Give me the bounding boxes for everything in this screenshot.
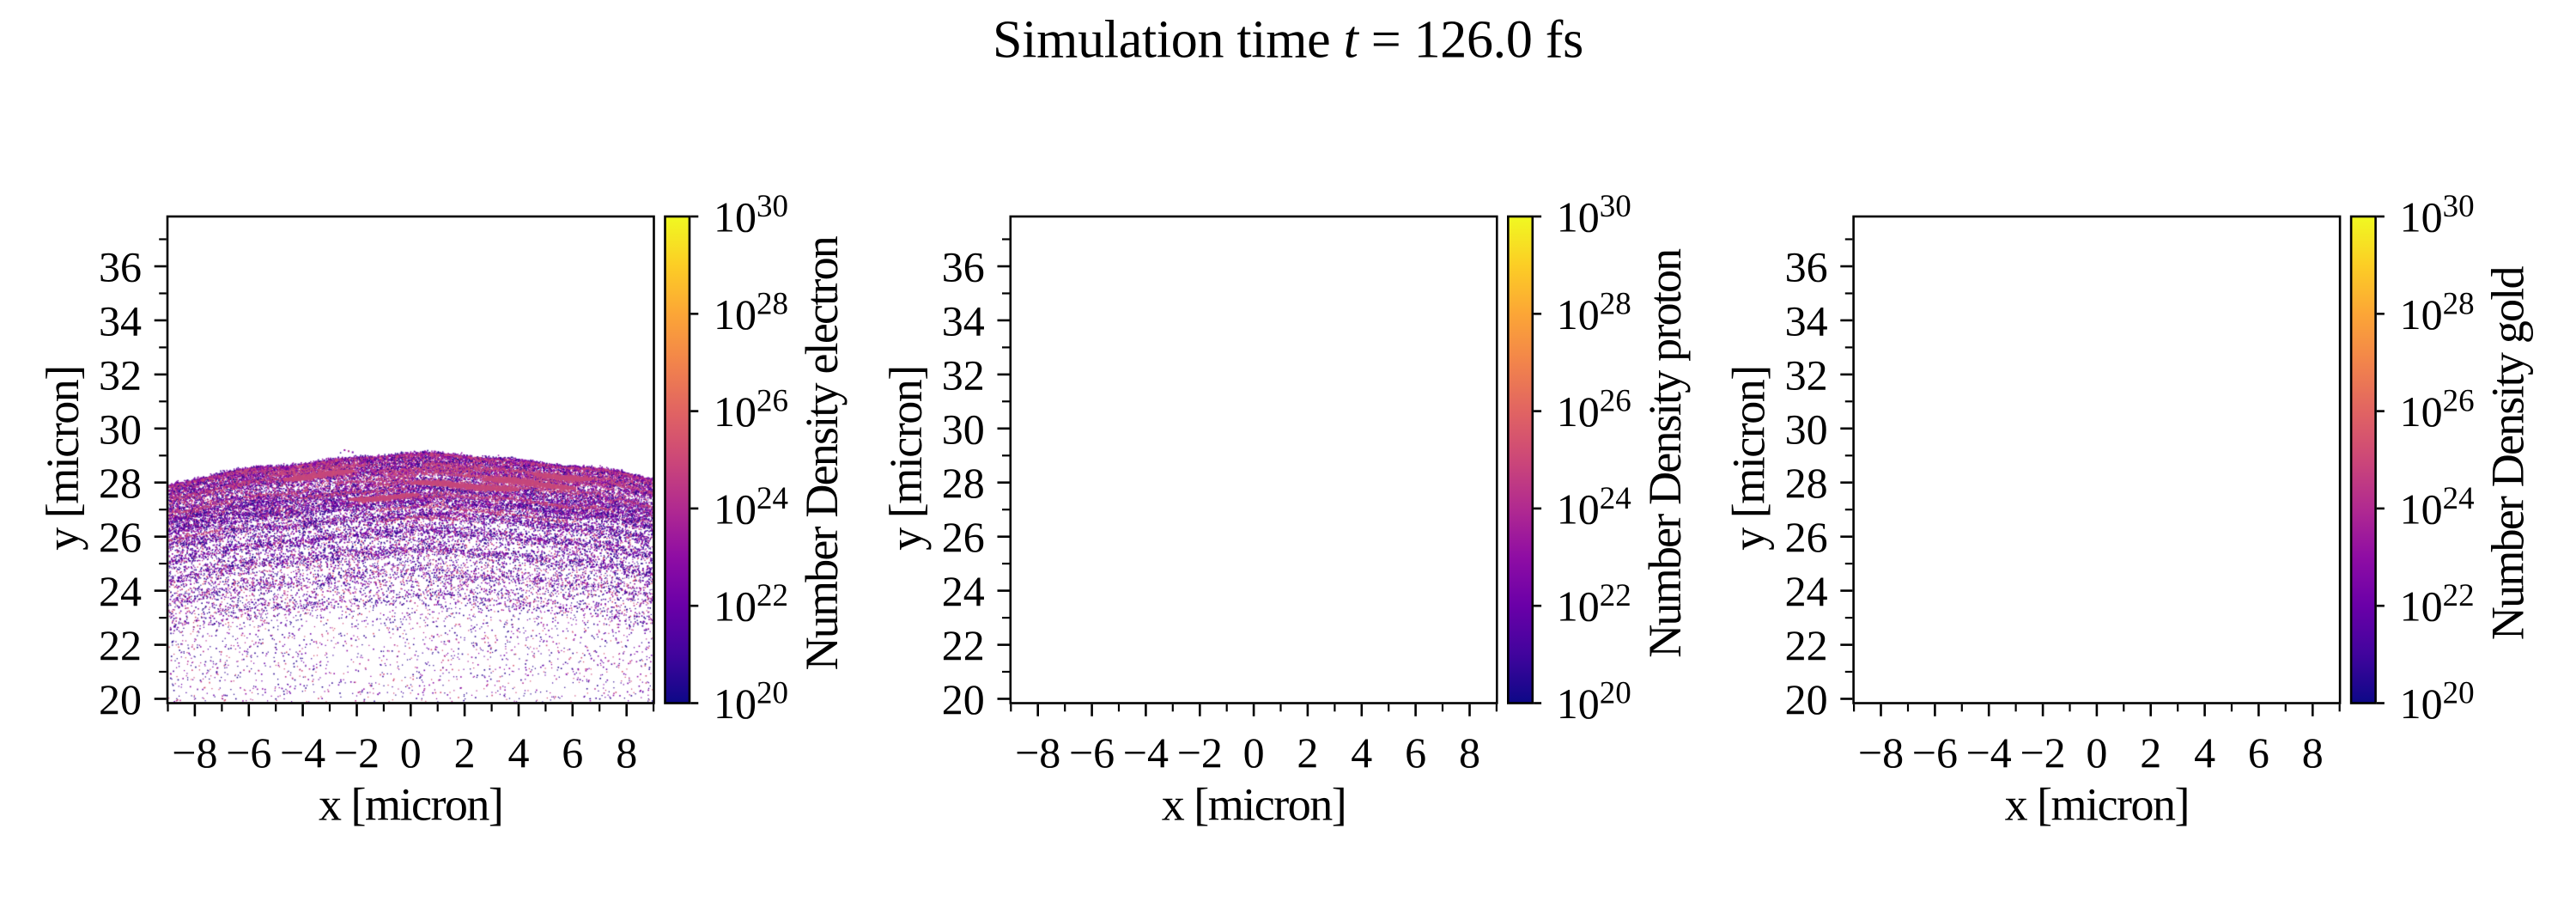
svg-text:1020: 1020 <box>2400 676 2475 728</box>
svg-text:22: 22 <box>942 621 985 669</box>
svg-text:4: 4 <box>508 728 530 777</box>
svg-text:x [micron]: x [micron] <box>1162 779 1346 831</box>
svg-text:34: 34 <box>942 296 985 344</box>
svg-text:26: 26 <box>942 513 985 561</box>
svg-text:6: 6 <box>562 728 583 777</box>
svg-text:1024: 1024 <box>2400 481 2475 533</box>
svg-text:−6: −6 <box>1912 728 1958 777</box>
svg-text:0: 0 <box>1243 728 1265 777</box>
svg-text:8: 8 <box>1459 728 1480 777</box>
svg-text:1026: 1026 <box>1557 384 1631 436</box>
svg-text:24: 24 <box>1785 567 1828 615</box>
svg-text:1030: 1030 <box>714 189 788 241</box>
svg-text:36: 36 <box>99 243 142 291</box>
svg-text:8: 8 <box>2302 728 2324 777</box>
svg-text:−4: −4 <box>280 728 325 777</box>
svg-text:2: 2 <box>454 728 476 777</box>
svg-text:20: 20 <box>942 675 985 723</box>
svg-text:32: 32 <box>942 350 985 399</box>
svg-text:1026: 1026 <box>714 384 788 436</box>
svg-text:x [micron]: x [micron] <box>319 779 502 831</box>
svg-text:1024: 1024 <box>714 481 788 533</box>
svg-text:1020: 1020 <box>1557 676 1631 728</box>
svg-text:1028: 1028 <box>714 286 788 338</box>
svg-text:2: 2 <box>1297 728 1318 777</box>
svg-text:y [micron]: y [micron] <box>37 366 88 550</box>
svg-text:Number Density proton: Number Density proton <box>1639 248 1691 658</box>
svg-text:20: 20 <box>1785 675 1828 723</box>
svg-text:1022: 1022 <box>1557 578 1631 631</box>
svg-text:Number Density gold: Number Density gold <box>2482 266 2534 641</box>
svg-text:32: 32 <box>99 350 142 399</box>
svg-text:4: 4 <box>2194 728 2215 777</box>
svg-text:34: 34 <box>1785 296 1828 344</box>
svg-text:0: 0 <box>400 728 422 777</box>
svg-text:−8: −8 <box>1015 728 1060 777</box>
svg-text:−2: −2 <box>334 728 380 777</box>
svg-text:36: 36 <box>942 243 985 291</box>
svg-text:Simulation time t = 126.0 fs: Simulation time t = 126.0 fs <box>993 11 1583 70</box>
svg-text:−8: −8 <box>172 728 217 777</box>
svg-text:28: 28 <box>99 459 142 507</box>
svg-text:1028: 1028 <box>2400 286 2475 338</box>
svg-text:1026: 1026 <box>2400 384 2475 436</box>
svg-text:1024: 1024 <box>1557 481 1631 533</box>
svg-text:1030: 1030 <box>1557 189 1631 241</box>
svg-text:30: 30 <box>942 405 985 453</box>
svg-text:22: 22 <box>1785 621 1828 669</box>
svg-text:0: 0 <box>2086 728 2107 777</box>
svg-text:−4: −4 <box>1123 728 1169 777</box>
svg-text:−4: −4 <box>1966 728 2012 777</box>
svg-text:Number Density electron: Number Density electron <box>796 235 848 670</box>
svg-text:−6: −6 <box>1069 728 1115 777</box>
svg-text:26: 26 <box>99 513 142 561</box>
svg-text:1020: 1020 <box>714 676 788 728</box>
svg-text:28: 28 <box>942 459 985 507</box>
svg-text:1028: 1028 <box>1557 286 1631 338</box>
svg-text:36: 36 <box>1785 243 1828 291</box>
svg-text:1022: 1022 <box>2400 578 2475 631</box>
svg-text:26: 26 <box>1785 513 1828 561</box>
svg-text:2: 2 <box>2140 728 2161 777</box>
svg-text:y [micron]: y [micron] <box>880 366 932 550</box>
svg-text:34: 34 <box>99 296 142 344</box>
svg-text:8: 8 <box>616 728 637 777</box>
svg-text:6: 6 <box>2248 728 2269 777</box>
svg-text:4: 4 <box>1351 728 1372 777</box>
svg-text:−8: −8 <box>1858 728 1904 777</box>
svg-text:30: 30 <box>99 405 142 453</box>
svg-text:x [micron]: x [micron] <box>2005 779 2189 831</box>
svg-text:32: 32 <box>1785 350 1828 399</box>
svg-text:1022: 1022 <box>714 578 788 631</box>
svg-text:20: 20 <box>99 675 142 723</box>
svg-text:30: 30 <box>1785 405 1828 453</box>
svg-text:−2: −2 <box>1177 728 1223 777</box>
svg-text:24: 24 <box>99 567 142 615</box>
svg-text:28: 28 <box>1785 459 1828 507</box>
svg-text:−6: −6 <box>226 728 271 777</box>
svg-text:22: 22 <box>99 621 142 669</box>
svg-text:6: 6 <box>1405 728 1426 777</box>
svg-text:24: 24 <box>942 567 985 615</box>
svg-text:1030: 1030 <box>2400 189 2475 241</box>
svg-text:y [micron]: y [micron] <box>1723 366 1775 550</box>
svg-text:−2: −2 <box>2020 728 2065 777</box>
